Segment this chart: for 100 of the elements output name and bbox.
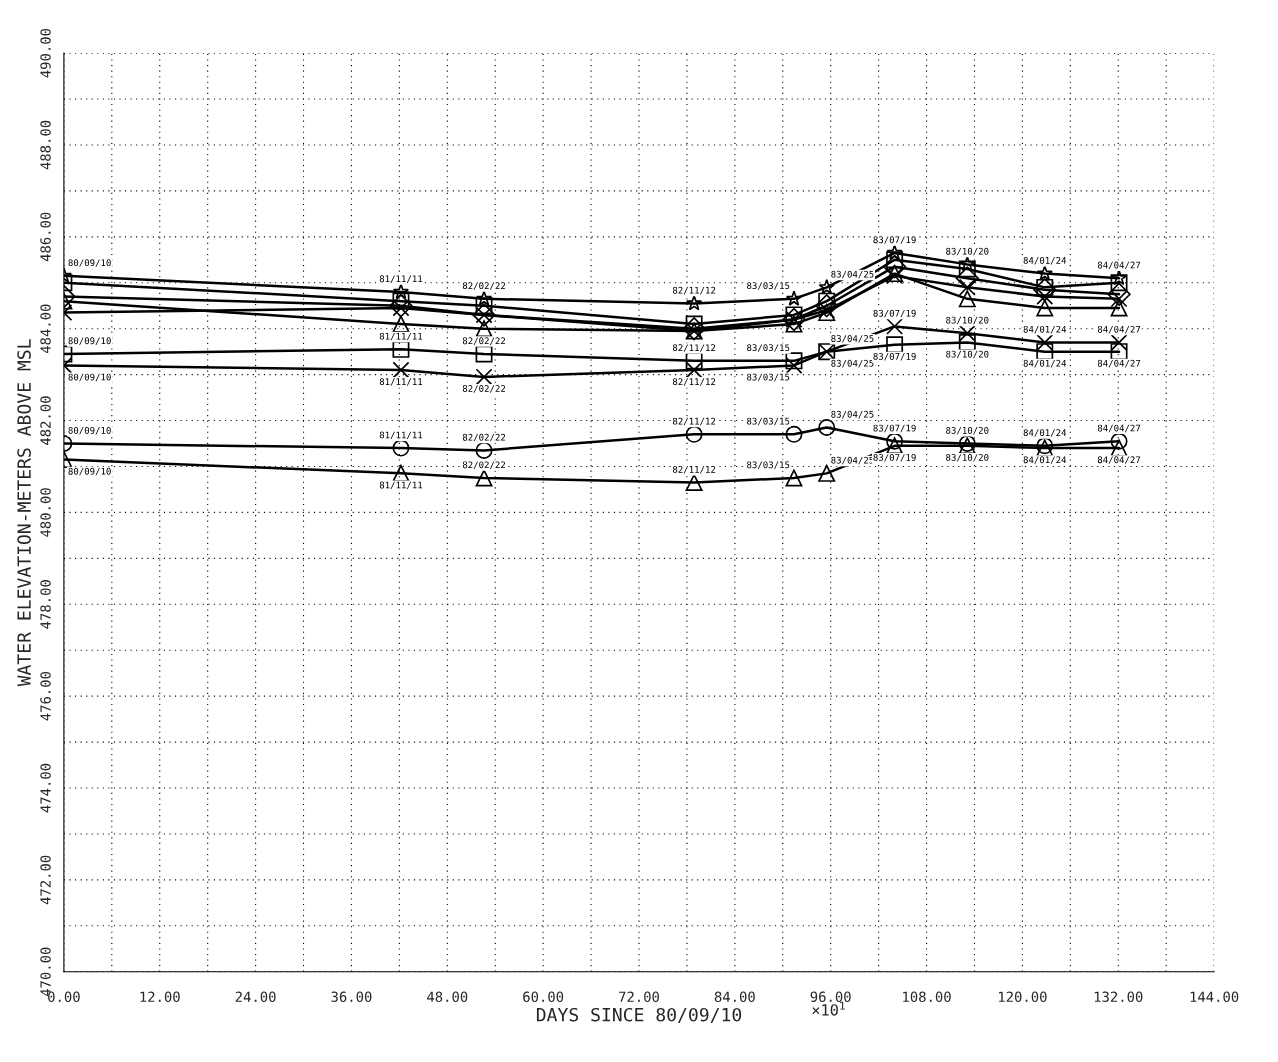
data-label: 83/10/20 bbox=[946, 454, 989, 462]
point bbox=[685, 361, 703, 379]
data-label: 81/11/11 bbox=[379, 378, 423, 386]
data-label: 84/01/24 bbox=[1023, 256, 1067, 265]
x-tick-label: 96.00 bbox=[810, 991, 851, 1002]
data-label: 83/04/25 bbox=[831, 335, 874, 343]
point bbox=[1036, 265, 1053, 281]
data-label: 83/03/15 bbox=[747, 344, 790, 352]
data-label: 81/11/11 bbox=[379, 332, 423, 341]
data-label: 83/04/25 bbox=[831, 410, 874, 419]
x-tick-label: 36.00 bbox=[331, 991, 372, 1002]
point bbox=[1110, 299, 1128, 317]
point bbox=[392, 283, 410, 299]
y-tick-label: 472.00 bbox=[40, 855, 51, 905]
point bbox=[882, 255, 907, 279]
data-label: 81/11/11 bbox=[379, 481, 423, 490]
point bbox=[475, 441, 493, 459]
point bbox=[958, 324, 976, 342]
point bbox=[685, 474, 703, 492]
data-label: 84/01/24 bbox=[1023, 456, 1067, 464]
point bbox=[815, 294, 839, 318]
data-label: 83/07/19 bbox=[873, 454, 916, 462]
data-label: 83/03/15 bbox=[747, 417, 790, 426]
data-label: 84/04/27 bbox=[1097, 456, 1141, 464]
point bbox=[389, 294, 413, 318]
data-label: 82/11/12 bbox=[672, 417, 716, 426]
point bbox=[1033, 278, 1057, 302]
point bbox=[785, 290, 803, 306]
data-label: 80/09/10 bbox=[68, 467, 111, 476]
point bbox=[1036, 343, 1054, 361]
data-label: 82/11/12 bbox=[672, 344, 716, 352]
x-tick-label: 132.00 bbox=[1094, 991, 1143, 1002]
data-label: 83/07/19 bbox=[873, 309, 916, 318]
data-label: 80/09/10 bbox=[68, 426, 111, 435]
x-tick-label: 24.00 bbox=[235, 991, 276, 1002]
data-label: 80/09/10 bbox=[68, 337, 111, 345]
data-label: 83/04/25 bbox=[831, 456, 874, 465]
point bbox=[475, 290, 493, 306]
y-tick-label: 480.00 bbox=[40, 488, 51, 537]
x-tick-label: 144.00 bbox=[1190, 991, 1239, 1002]
point bbox=[886, 317, 904, 335]
point bbox=[475, 368, 493, 386]
y-tick-label: 486.00 bbox=[40, 212, 51, 262]
data-label: 83/03/15 bbox=[747, 373, 790, 382]
data-label: 84/04/27 bbox=[1097, 424, 1141, 433]
point bbox=[686, 294, 703, 311]
data-label: 82/02/22 bbox=[462, 385, 506, 393]
data-label: 82/02/22 bbox=[462, 461, 506, 469]
y-tick-label: 478.00 bbox=[40, 580, 51, 629]
data-label: 84/04/27 bbox=[1097, 261, 1141, 270]
data-label: 84/04/27 bbox=[1097, 325, 1141, 334]
point bbox=[475, 469, 493, 487]
data-label: 83/03/15 bbox=[747, 461, 790, 469]
data-label: 83/10/20 bbox=[946, 350, 989, 359]
x-tick-label: 72.00 bbox=[619, 991, 659, 1002]
data-label: 82/11/12 bbox=[672, 378, 716, 386]
data-label: 84/04/27 bbox=[1097, 359, 1141, 368]
y-tick-label: 482.00 bbox=[40, 396, 51, 445]
data-label: 84/01/24 bbox=[1023, 429, 1067, 437]
x-tick-label: 120.00 bbox=[998, 991, 1047, 1002]
point bbox=[785, 425, 803, 443]
point bbox=[818, 464, 836, 482]
data-label: 83/07/19 bbox=[873, 424, 916, 433]
point bbox=[818, 278, 835, 295]
y-tick-label: 474.00 bbox=[40, 763, 51, 813]
data-label: 83/10/20 bbox=[946, 316, 989, 325]
point bbox=[1036, 299, 1054, 317]
data-label: 82/02/22 bbox=[462, 433, 506, 442]
point bbox=[955, 266, 979, 290]
y-tick-label: 484.00 bbox=[40, 304, 51, 354]
data-label: 83/04/25 bbox=[831, 270, 874, 279]
point bbox=[818, 418, 836, 436]
data-label: 81/11/11 bbox=[379, 275, 423, 283]
x-tick-label: 48.00 bbox=[427, 991, 468, 1002]
point bbox=[682, 317, 706, 341]
y-axis-title: WATER ELEVATION-METERS ABOVE MSL bbox=[17, 339, 31, 687]
point bbox=[1107, 282, 1131, 306]
x-axis-title: DAYS SINCE 80/09/10 bbox=[536, 1007, 742, 1023]
y-tick-label: 476.00 bbox=[40, 671, 51, 721]
point bbox=[392, 315, 410, 333]
x-tick-label: 84.00 bbox=[714, 991, 755, 1002]
data-label: 81/11/11 bbox=[379, 431, 423, 440]
point bbox=[392, 361, 410, 379]
point bbox=[958, 290, 976, 308]
point bbox=[785, 469, 803, 487]
point bbox=[685, 425, 703, 443]
data-label: 82/11/12 bbox=[672, 465, 716, 474]
x-tick-label: 12.00 bbox=[140, 991, 180, 1002]
data-label: 83/07/19 bbox=[873, 352, 916, 361]
point bbox=[1110, 333, 1128, 351]
x-tick-label: 60.00 bbox=[523, 991, 564, 1002]
point bbox=[1036, 333, 1054, 351]
data-label: 80/09/10 bbox=[68, 259, 111, 267]
data-label: 83/07/19 bbox=[873, 236, 916, 244]
point bbox=[958, 333, 976, 351]
point bbox=[785, 352, 803, 370]
point bbox=[392, 340, 410, 358]
point bbox=[1110, 269, 1128, 286]
point bbox=[886, 244, 903, 260]
y-tick-label: 490.00 bbox=[40, 28, 51, 78]
